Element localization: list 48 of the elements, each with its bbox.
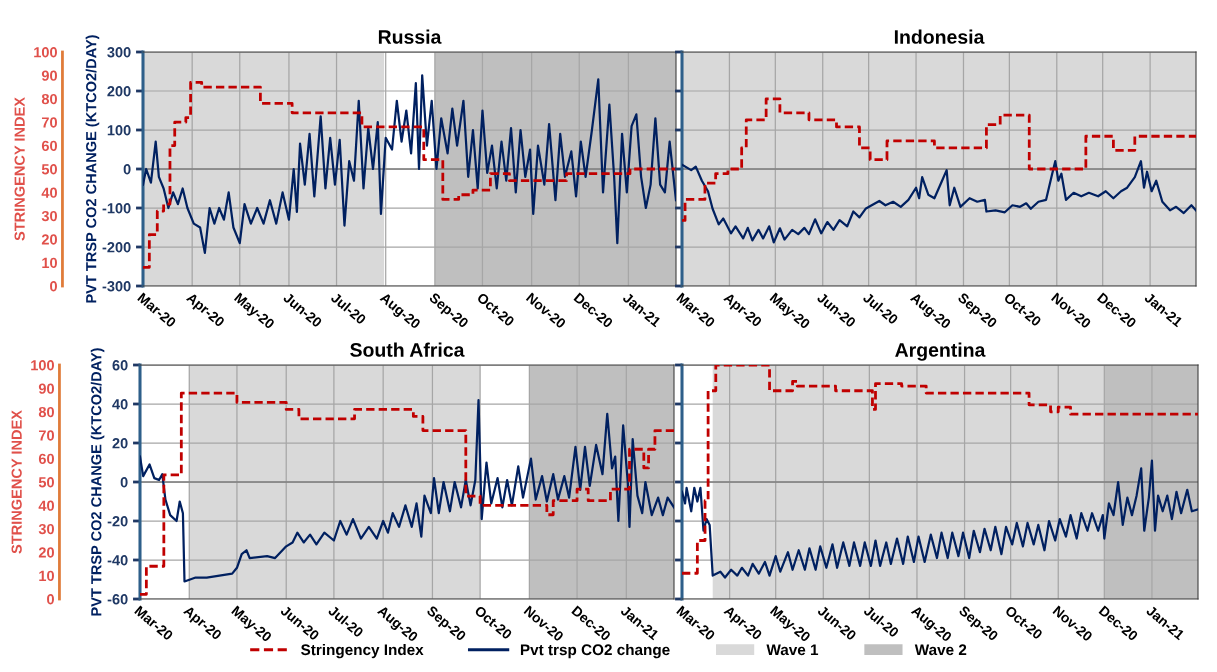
y-tick-label: 0 — [123, 164, 131, 175]
y2-tick-label: 30 — [41, 210, 57, 222]
y2-tick-label: 80 — [38, 406, 54, 418]
y-tick-label: 60 — [112, 360, 128, 371]
y2-axis-title: STRINGENCY INDEX — [11, 410, 22, 554]
y2-tick-label: 70 — [41, 117, 57, 128]
y-tick-label: -300 — [102, 281, 131, 292]
y-axis-title: PVT TRSP CO2 CHANGE (KTCO2/DAY) — [85, 35, 100, 303]
legend-label: Pvt trsp CO2 change — [520, 643, 670, 659]
y2-tick-label: 100 — [34, 47, 57, 58]
legend-label: Wave 2 — [914, 644, 967, 656]
y2-tick-label: 60 — [41, 140, 57, 152]
y2-axis-title: STRINGENCY INDEX — [14, 97, 25, 241]
y-tick-label: 20 — [112, 438, 128, 449]
y2-tick-label: 40 — [41, 187, 57, 198]
y2-tick-label: 100 — [31, 360, 54, 371]
y2-tick-label: 50 — [41, 164, 57, 175]
y2-tick-label: 20 — [41, 234, 57, 245]
chart-title: South Africa — [350, 342, 465, 357]
y2-tick-label: 10 — [39, 570, 54, 582]
y2-tick-label: 60 — [38, 453, 54, 465]
y-tick-label: 0 — [120, 477, 128, 488]
legend-label: Wave 1 — [766, 644, 819, 656]
y2-tick-label: 10 — [42, 257, 57, 269]
y2-tick-label: 90 — [38, 383, 54, 394]
chart-title: Indonesia — [894, 29, 985, 44]
y-tick-label: -200 — [102, 242, 131, 253]
y2-tick-label: 0 — [50, 281, 57, 292]
legend-label: Stringency Index — [301, 643, 424, 659]
y2-tick-label: 70 — [38, 430, 54, 441]
y2-tick-label: 30 — [38, 523, 54, 535]
y2-tick-label: 80 — [41, 93, 57, 105]
y2-tick-label: 20 — [38, 547, 54, 558]
y-tick-label: -100 — [102, 203, 131, 214]
y-tick-label: 40 — [112, 399, 128, 410]
y-tick-label: -40 — [107, 555, 128, 566]
y2-tick-label: 50 — [38, 477, 54, 488]
y-tick-label: 200 — [107, 86, 131, 97]
y2-tick-label: 0 — [47, 594, 54, 605]
chart-title: Argentina — [895, 342, 986, 361]
chart-title: Russia — [378, 29, 442, 44]
y-tick-label: -60 — [107, 594, 128, 605]
y2-tick-label: 90 — [41, 70, 57, 81]
y-tick-label: -20 — [107, 516, 128, 527]
y2-tick-label: 40 — [38, 500, 54, 511]
y-tick-label: 300 — [107, 47, 131, 58]
y-axis-title: PVT TRSP CO2 CHANGE (KTCO2/DAY) — [90, 348, 105, 616]
y-tick-label: 100 — [107, 125, 131, 136]
